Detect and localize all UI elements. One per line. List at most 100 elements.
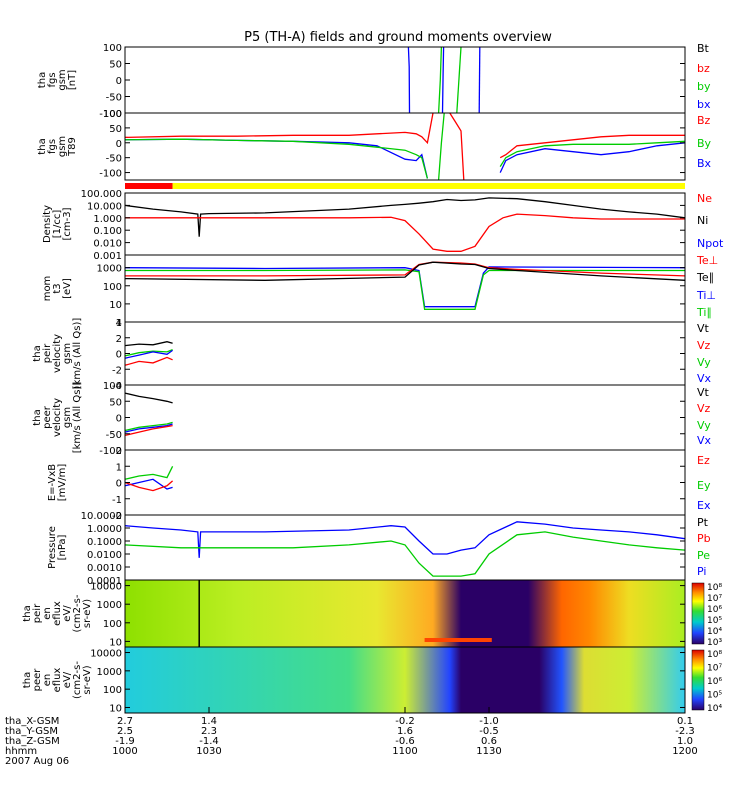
x-tick-value: 2.3 <box>201 726 217 737</box>
panel-7: 2 1 0 -1 -2 E=-VxB[mV/m] Ez Ey Ex <box>47 446 711 522</box>
legend-Vz: Vz <box>697 402 711 415</box>
legend-By: By <box>697 137 712 150</box>
y-axis-label-line: tha <box>37 138 48 154</box>
colorbar-tick: 10³ <box>707 638 722 648</box>
spectrogram-fill <box>125 647 685 713</box>
colorbar-tick: 10⁷ <box>707 594 722 604</box>
y-tick-label: -100 <box>99 109 122 120</box>
y-axis-label-line: eflux <box>52 668 63 693</box>
mode-bar-segment <box>172 183 686 189</box>
y-tick-label: 0 <box>116 350 122 361</box>
series-Vt-line <box>124 341 173 347</box>
panel-9: 10⁸10⁷10⁶10⁵10⁴10³10000100010010thapeire… <box>22 579 722 648</box>
y-tick-label: 0.0100 <box>87 550 122 561</box>
mode-bar-segment <box>125 183 173 189</box>
y-tick-label: 100 <box>103 43 122 54</box>
y-tick-label: 0 <box>116 479 122 490</box>
y-tick-label: 1 <box>116 462 122 473</box>
series-Bx-line <box>499 142 686 173</box>
y-axis-label-line: [nT] <box>67 70 78 90</box>
panel-6: 100 50 0 -50 -100 thapeervelocitygsm[km/s (Al… <box>32 381 712 457</box>
series-by-line <box>437 46 443 114</box>
y-axis-label-line: eflux <box>52 601 63 626</box>
y-axis-label-line: peer <box>42 405 53 429</box>
legend-Vz: Vz <box>697 339 711 352</box>
legend-Vy: Vy <box>697 356 711 369</box>
y-tick-label: 1000 <box>97 600 122 611</box>
legend-by: by <box>697 80 711 93</box>
legend-Ne: Ne <box>697 192 712 205</box>
legend-Ez: Ez <box>697 454 710 467</box>
x-tick-value: -1.0 <box>479 716 499 727</box>
series-By-line <box>499 140 686 167</box>
colorbar-tick: 10⁵ <box>707 616 722 626</box>
y-axis-label-line: fgs <box>47 139 58 154</box>
x-row-label: 2007 Aug 06 <box>5 756 69 767</box>
panel-frame <box>124 384 686 451</box>
y-axis-label-line: velocity <box>52 334 63 373</box>
series-Ti⊥-line <box>124 266 686 308</box>
y-axis-label-line: tha <box>37 72 48 88</box>
x-tick-value: -2.3 <box>675 726 695 737</box>
y-tick-label: -2 <box>112 365 122 376</box>
y-axis-label: thafgsgsm[nT] <box>37 69 78 90</box>
x-tick-value: -0.6 <box>395 736 415 747</box>
y-tick-label: 100 <box>103 619 122 630</box>
legend-Pt: Pt <box>697 516 709 529</box>
series-Ey-line <box>124 466 174 480</box>
series-Te⊥-line <box>125 261 686 277</box>
x-tick-value: 1.6 <box>397 726 413 737</box>
y-axis-label: thafgsgsmT89 <box>37 136 78 157</box>
x-tick-value: -0.2 <box>395 716 415 727</box>
series-Vx-line <box>124 349 173 359</box>
y-axis-label-line: tha <box>22 672 33 688</box>
y-tick-label: 100 <box>103 282 122 293</box>
series-Vz-line <box>124 356 173 366</box>
y-axis-label-line: tha <box>22 605 33 621</box>
y-tick-label: -2 <box>112 511 122 522</box>
colorbar-tick: 10⁵ <box>707 691 722 701</box>
y-axis-label-line: [km/s (All Qs)] <box>72 382 83 454</box>
y-tick-label: 100.000 <box>81 189 122 200</box>
y-tick-label: 100 <box>103 109 122 120</box>
x-tick-value: 2.7 <box>117 716 133 727</box>
colorbar-tick: 10⁷ <box>707 664 722 674</box>
panel-frame <box>124 112 686 181</box>
y-axis-label-line: gsm <box>62 343 73 364</box>
colorbar-tick: 10⁴ <box>707 704 722 714</box>
legend-Bx: Bx <box>697 157 712 170</box>
y-tick-label: 100 <box>103 685 122 696</box>
y-axis-label-line: gsm <box>57 69 68 90</box>
y-tick-label: -50 <box>106 154 122 165</box>
y-axis-label-line: en <box>42 674 53 687</box>
y-axis-label-line: peer <box>32 668 43 692</box>
y-tick-label: 0.100 <box>93 226 122 237</box>
y-axis-label-line: en <box>42 607 53 620</box>
panel-2: 100 50 0 -50 -100 thafgsgsmT89 Bz By Bx <box>37 109 712 181</box>
y-axis-label-line: tha <box>32 345 43 361</box>
y-axis-label: thapeerenefluxeV/(cm2-s-sr-eV) <box>22 661 93 699</box>
y-axis-label-line: E=-VxB <box>47 464 58 501</box>
y-tick-label: 10 <box>109 637 122 648</box>
y-tick-label: 10.0000 <box>81 511 122 522</box>
y-tick-label: -50 <box>106 430 122 441</box>
series-Ez-line <box>124 480 174 492</box>
series-Ne-line <box>125 213 685 252</box>
panel-4: 1000 100 10 1 momt3[eV] Te⊥ Te∥ Ti⊥ Ti∥ <box>42 254 718 329</box>
y-axis-label-line: mom <box>42 276 53 302</box>
y-axis-label-line: T89 <box>67 137 78 157</box>
panel-1: 100 50 0 -50 -100 thafgsgsm[nT] Bt bz by bx <box>37 42 711 120</box>
y-tick-label: 4 <box>116 318 122 329</box>
x-row-label: hhmm <box>5 746 37 757</box>
y-tick-label: -4 <box>112 381 122 392</box>
x-axis-annotation: 2.72.5-1.910001.42.3-1.41030-0.21.6-0.61… <box>5 707 698 767</box>
colorbar <box>691 649 705 711</box>
legend-Pe: Pe <box>697 549 710 562</box>
y-tick-label: 2 <box>116 334 122 345</box>
legend-Ex: Ex <box>697 499 711 512</box>
series-bx-line <box>441 46 445 114</box>
series-bx-line <box>478 46 481 114</box>
y-axis-label: E=-VxB[mV/m] <box>47 464 68 502</box>
